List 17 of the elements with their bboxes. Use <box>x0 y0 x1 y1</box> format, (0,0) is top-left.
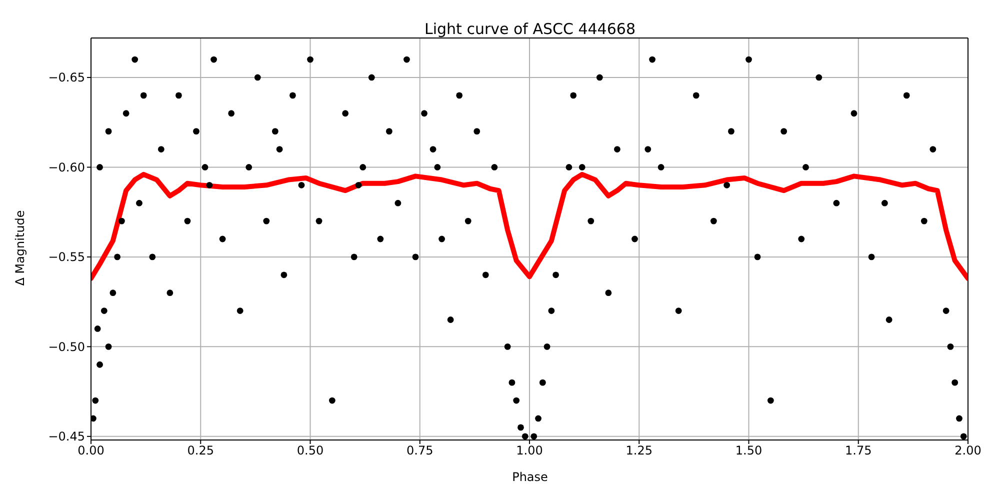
y-tick-label: −0.60 <box>48 160 85 174</box>
chart-title: Light curve of ASCC 444668 <box>424 20 636 38</box>
y-tick-label: −0.45 <box>48 430 85 444</box>
x-tick-label: 0.50 <box>296 444 324 458</box>
y-axis-title: Δ Magnitude <box>13 210 27 286</box>
x-axis-title: Phase <box>511 470 549 484</box>
x-tick-label: 2.00 <box>954 444 982 458</box>
x-tick-label: 1.25 <box>626 444 652 458</box>
y-tick-label: −0.65 <box>48 70 85 85</box>
y-tick-label: −0.55 <box>48 250 85 264</box>
x-tick-label: 0.00 <box>78 444 104 458</box>
x-tick-label: 0.25 <box>187 444 214 458</box>
y-tick-label: −0.50 <box>48 340 85 354</box>
x-tick-label: 0.75 <box>406 444 434 458</box>
x-tick-label: 1.75 <box>845 444 872 458</box>
x-tick-label: 1.50 <box>735 444 762 458</box>
x-tick-label: 1.00 <box>516 444 543 458</box>
